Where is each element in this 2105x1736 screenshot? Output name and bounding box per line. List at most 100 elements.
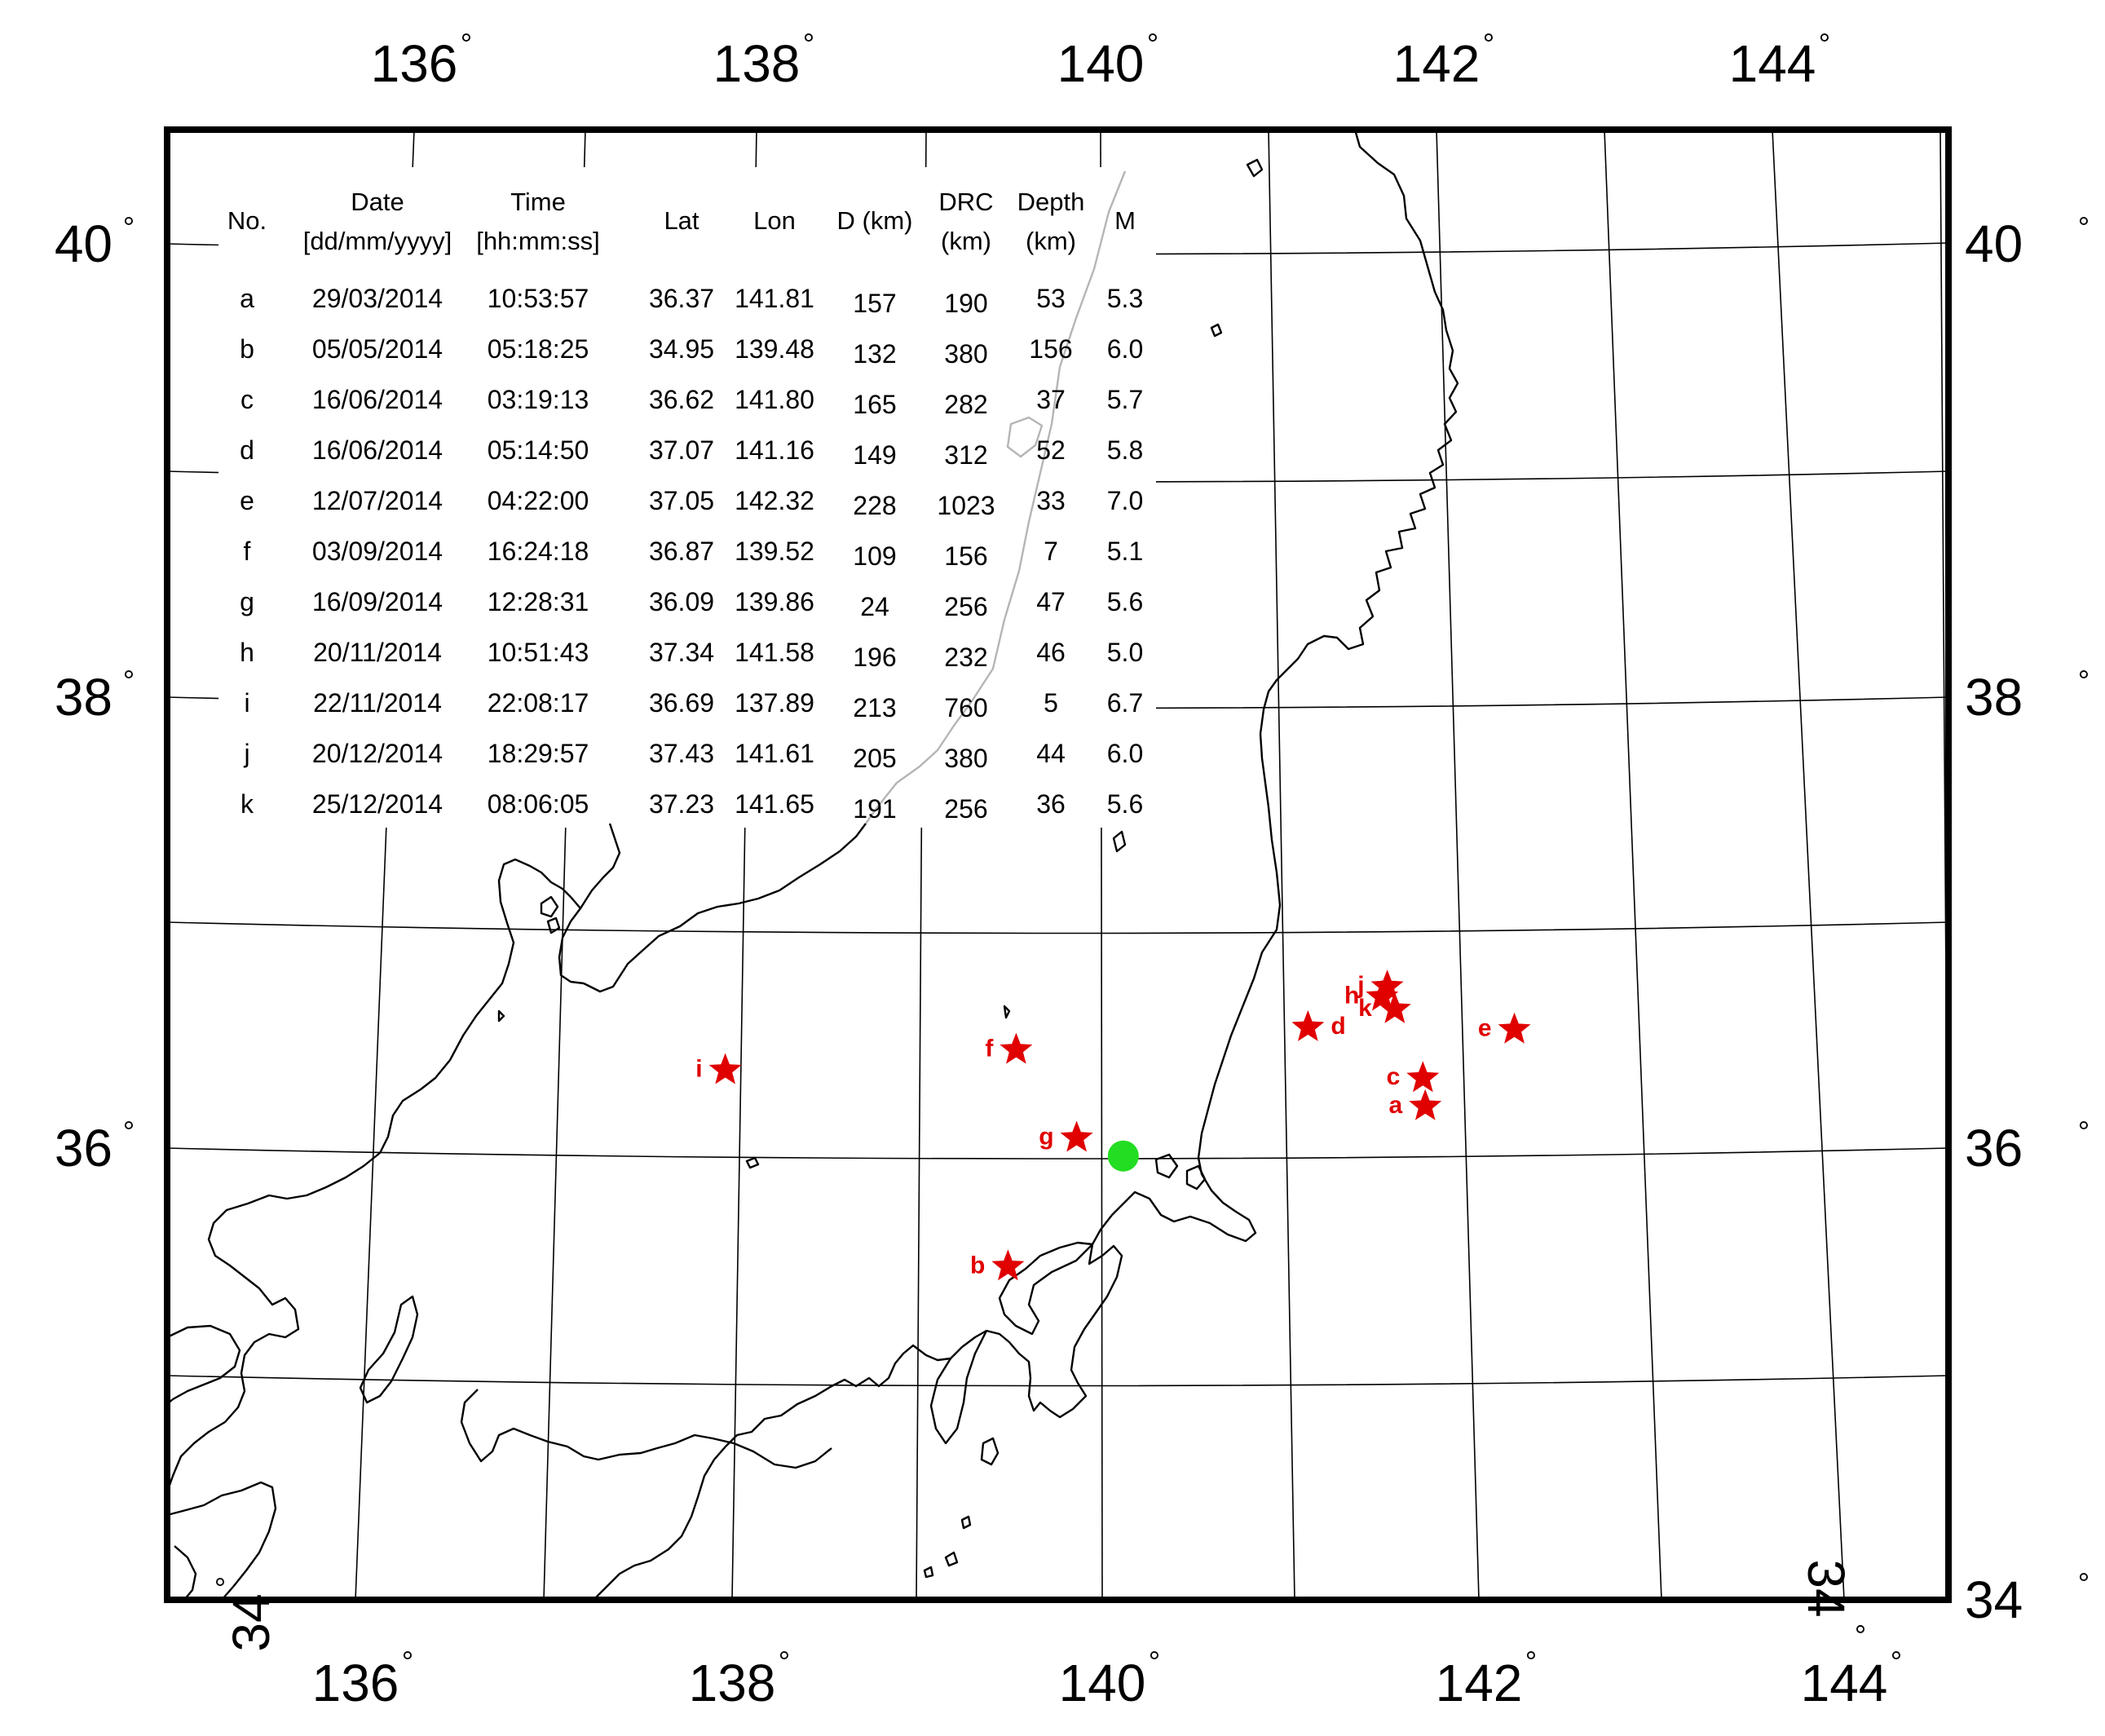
lat-label-right-40: 40 xyxy=(1965,214,2023,273)
cell-magnitude: 5.7 xyxy=(1107,385,1143,414)
cell-lat: 36.37 xyxy=(649,284,714,313)
lat-label-left-36: 36 xyxy=(55,1119,113,1177)
cell-distance: 109 xyxy=(853,541,896,571)
table-row: i 22/11/2014 22:08:17 36.69 137.89 213 760 5 6.7 xyxy=(244,688,1143,722)
cell-no: c xyxy=(241,385,254,414)
table-row: c 16/06/2014 03:19:13 36.62 141.80 165 282 37 5.… xyxy=(241,385,1143,419)
lon-label-top-136: 136 xyxy=(371,34,458,93)
wakasa-coast xyxy=(166,1324,241,1405)
cell-magnitude: 6.0 xyxy=(1107,739,1143,768)
cell-lon: 141.61 xyxy=(735,739,814,768)
tobishima-island xyxy=(1210,323,1223,338)
event-marker-g: g xyxy=(1039,1120,1093,1152)
table-row: a 29/03/2014 10:53:57 36.37 141.81 157 190 53 5.… xyxy=(240,284,1143,318)
cell-distance: 196 xyxy=(853,643,896,672)
lon-label-bottom-144: 144 xyxy=(1801,1654,1888,1712)
parallel-36 xyxy=(166,1147,1949,1160)
oshima-island xyxy=(980,1437,1000,1466)
star-icon xyxy=(1370,970,1404,1001)
parallel-37 xyxy=(166,921,1949,934)
cell-distance: 24 xyxy=(860,592,889,621)
event-markers: a b c d e f g h i jk xyxy=(695,970,1531,1281)
cell-magnitude: 6.7 xyxy=(1107,688,1143,718)
osaka-bay-coast xyxy=(174,1545,197,1601)
table-header-distance: D (km) xyxy=(837,206,913,235)
cell-depth: 47 xyxy=(1036,587,1066,616)
lat-label-right-34: 34 xyxy=(1965,1570,2023,1629)
cell-no: f xyxy=(244,537,251,566)
cell-depth: 37 xyxy=(1036,385,1066,414)
cell-date: 12/07/2014 xyxy=(312,486,443,515)
event-label-j: j xyxy=(1357,972,1364,999)
cell-time: 22:08:17 xyxy=(488,688,589,718)
izu-peninsula xyxy=(929,1330,988,1445)
lat-deg-left-36: ° xyxy=(123,1115,135,1148)
lon-deg-top-142: ° xyxy=(1483,27,1494,60)
inland-islet-3 xyxy=(745,1156,760,1169)
coastlines xyxy=(165,129,1459,1601)
lon-label-bottom-142: 142 xyxy=(1436,1654,1523,1712)
noto-islets xyxy=(540,895,561,934)
cell-magnitude: 5.6 xyxy=(1107,587,1143,616)
inland-islet-2 xyxy=(497,1009,505,1023)
cell-time: 08:06:05 xyxy=(488,789,589,819)
cell-time: 12:28:31 xyxy=(488,587,589,616)
cell-drc: 312 xyxy=(944,440,987,470)
cell-lat: 37.34 xyxy=(649,638,714,667)
honshu-west-coast xyxy=(165,823,867,1493)
awashima-island xyxy=(1246,158,1264,178)
cell-magnitude: 5.8 xyxy=(1107,435,1143,465)
cell-distance: 132 xyxy=(853,339,896,369)
inland-islet-1 xyxy=(1003,1005,1011,1019)
lon-deg-bottom-142: ° xyxy=(1525,1645,1537,1678)
cell-drc: 380 xyxy=(944,339,987,369)
cell-lon: 141.16 xyxy=(735,435,814,465)
cell-distance: 205 xyxy=(853,744,896,773)
event-label-b: b xyxy=(970,1252,985,1279)
cell-depth: 44 xyxy=(1036,739,1066,768)
event-marker-d: d xyxy=(1291,1009,1346,1041)
lat-deg-right-34: ° xyxy=(2078,1566,2090,1600)
event-label-h: h xyxy=(1344,983,1359,1009)
cell-depth: 7 xyxy=(1044,537,1058,566)
table-header-no: No. xyxy=(227,206,267,235)
star-icon xyxy=(708,1053,742,1084)
cell-lon: 139.52 xyxy=(735,537,814,566)
meridian-144 xyxy=(1772,129,1845,1601)
cell-no: a xyxy=(240,284,254,313)
cell-lon: 139.86 xyxy=(735,587,814,616)
cell-drc: 380 xyxy=(944,744,987,773)
table-header-drc-unit: (km) xyxy=(941,227,991,255)
lat-label-left-40: 40 xyxy=(55,214,113,273)
station-marker xyxy=(1107,1140,1139,1172)
sado-island xyxy=(1006,416,1044,458)
table-header-date-format: [dd/mm/yyyy] xyxy=(303,227,452,255)
event-marker-f: f xyxy=(985,1032,1033,1064)
lon-label-top-140: 140 xyxy=(1057,34,1145,93)
tohoku-west-coast-grey xyxy=(865,170,1127,824)
lon-label-bottom-140: 140 xyxy=(1059,1654,1146,1712)
izu-island-1 xyxy=(960,1515,972,1530)
tohoku-coast xyxy=(593,129,1459,1601)
lon-label-top-142: 142 xyxy=(1393,34,1481,93)
event-label-i: i xyxy=(695,1056,702,1083)
lon-deg-bottom-138: ° xyxy=(779,1645,790,1678)
cell-drc: 232 xyxy=(944,643,987,672)
lat-deg-right-40: ° xyxy=(2078,210,2090,244)
cell-distance: 157 xyxy=(853,289,896,318)
izu-island-3 xyxy=(923,1566,934,1579)
cell-date: 05/05/2014 xyxy=(312,334,443,364)
map-frame xyxy=(164,126,1952,1603)
cell-lat: 37.43 xyxy=(649,739,714,768)
lat-deg-bottom-right-34: ° xyxy=(1838,1623,1871,1635)
lat-deg-right-36: ° xyxy=(2078,1115,2090,1148)
meridian-141 xyxy=(1268,129,1295,1601)
cell-no: g xyxy=(240,587,254,616)
table-background xyxy=(218,167,1156,828)
cell-distance: 228 xyxy=(853,491,896,520)
event-marker-a: a xyxy=(1389,1089,1442,1120)
cell-time: 16:24:18 xyxy=(488,537,589,566)
cell-lon: 139.48 xyxy=(735,334,814,364)
cell-magnitude: 6.0 xyxy=(1107,334,1143,364)
event-label-e: e xyxy=(1478,1015,1492,1042)
